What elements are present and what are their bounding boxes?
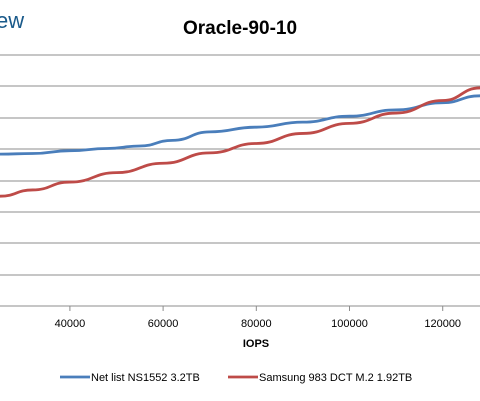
chart-title: Oracle-90-10: [183, 18, 297, 39]
series-line-1: [0, 94, 480, 156]
legend-label-2: Samsung 983 DCT M.2 1.92TB: [259, 372, 412, 384]
x-tick-label: 100000: [331, 318, 368, 330]
plot-area: [0, 86, 480, 198]
x-tick-label: 40000: [55, 318, 86, 330]
legend: Net list NS1552 3.2TB Samsung 983 DCT M.2…: [60, 372, 412, 384]
legend-label-1: Net list NS1552 3.2TB: [91, 372, 200, 384]
series-line-2: [0, 86, 480, 198]
x-axis-ticks: 40000 60000 80000 100000 120000: [55, 306, 461, 330]
logo-text: ew: [0, 8, 24, 33]
x-axis-title: IOPS: [243, 338, 269, 350]
x-tick-label: 120000: [424, 318, 461, 330]
x-tick-label: 60000: [148, 318, 179, 330]
gridlines: [0, 54, 480, 307]
x-tick-label: 80000: [241, 318, 272, 330]
